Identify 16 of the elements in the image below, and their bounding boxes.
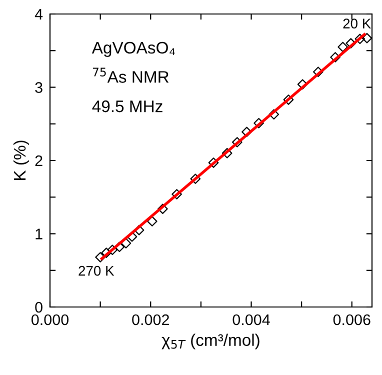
annotation: 20 K — [343, 18, 371, 28]
x-tick-label: 0.004 — [232, 314, 270, 326]
y-tick-label: 0 — [35, 302, 42, 313]
y-tick-label: 4 — [34, 9, 43, 20]
x-tick-label: 0.000 — [31, 314, 69, 326]
x-tick-label: 0.006 — [333, 314, 370, 326]
x-axis-title: χ$_{5T}$ (cm³/mol) — [162, 334, 260, 350]
annotation: AgVOAsO₄ — [92, 42, 175, 57]
y-axis-title: K (%) — [13, 140, 29, 180]
x-tick-label: 0.002 — [132, 314, 169, 326]
annotation: 49.5 MHz — [92, 100, 162, 112]
y-tick-label: 1 — [36, 228, 42, 240]
y-tick-label: 3 — [35, 82, 42, 93]
annotation: $^{75}$As NMR — [92, 68, 169, 83]
y-tick-label: 2 — [35, 155, 42, 166]
annotation: 270 K — [78, 266, 114, 276]
